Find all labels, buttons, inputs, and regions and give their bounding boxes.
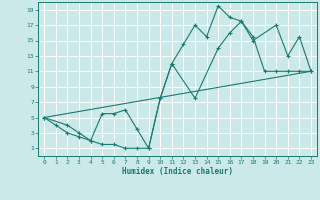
X-axis label: Humidex (Indice chaleur): Humidex (Indice chaleur) — [122, 167, 233, 176]
